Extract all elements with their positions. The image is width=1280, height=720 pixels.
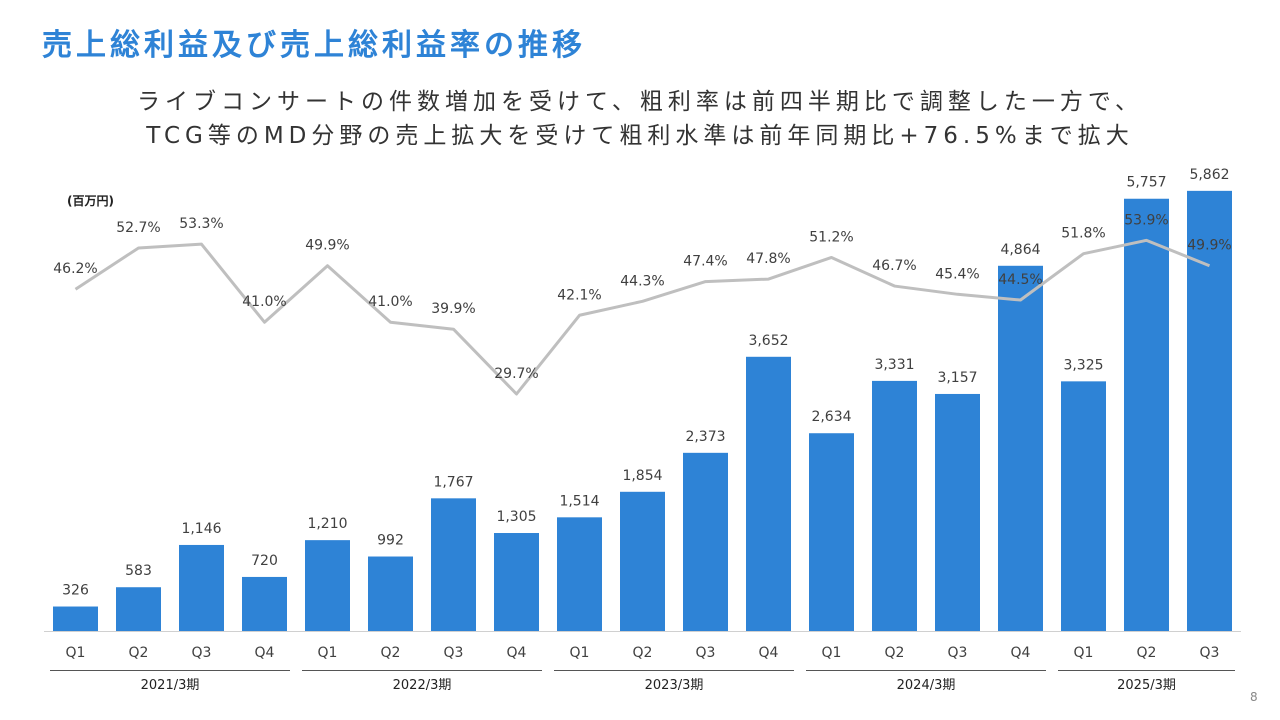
bar-value-label: 583 (125, 563, 152, 579)
margin-value-label: 46.7% (872, 258, 916, 274)
margin-line (74, 238, 1211, 396)
bar (431, 498, 476, 631)
bar (368, 556, 413, 631)
fiscal-year-label: 2021/3期 (141, 678, 200, 693)
page-title: 売上総利益及び売上総利益率の推移 (42, 28, 586, 63)
bar-value-label: 3,331 (874, 357, 914, 373)
category-tick-label: Q3 (1200, 645, 1220, 661)
margin-value-label: 47.8% (746, 251, 790, 267)
category-tick-label: Q1 (570, 645, 590, 661)
bar-value-label: 5,757 (1126, 175, 1166, 191)
category-tick-label: Q2 (129, 645, 149, 661)
fiscal-year-label: 2023/3期 (645, 678, 704, 693)
bar-value-label: 4,864 (1000, 242, 1040, 258)
category-tick-label: Q4 (507, 645, 527, 661)
margin-value-label: 44.3% (620, 273, 664, 289)
bar-value-label: 1,767 (433, 474, 473, 490)
bar-value-label: 3,652 (748, 333, 788, 349)
bar (305, 540, 350, 631)
bar-value-label: 2,373 (685, 429, 725, 445)
bar-value-label: 5,862 (1189, 167, 1229, 183)
bar (683, 452, 728, 631)
fiscal-year-label: 2024/3期 (897, 678, 956, 693)
category-tick-label: Q3 (192, 645, 212, 661)
unit-label: (百万円) (67, 194, 114, 208)
margin-value-label: 53.3% (179, 216, 223, 232)
subtitle-line-1: ライブコンサートの件数増加を受けて、粗利率は前四半期比で調整した一方で、 (137, 89, 1143, 115)
fiscal-year-label: 2022/3期 (393, 678, 452, 693)
bar (1061, 381, 1106, 631)
bar (1124, 198, 1169, 631)
margin-value-label: 39.9% (431, 301, 475, 317)
bar (1187, 190, 1232, 632)
margin-value-label: 49.9% (1187, 238, 1231, 254)
bar (179, 544, 224, 631)
bar-value-label: 720 (251, 553, 278, 569)
category-tick-label: Q1 (1074, 645, 1094, 661)
bar (116, 587, 161, 631)
category-tick-label: Q1 (822, 645, 842, 661)
category-tick-label: Q2 (1137, 645, 1157, 661)
bar-value-label: 1,305 (496, 509, 536, 525)
margin-value-label: 53.9% (1124, 212, 1168, 228)
bar-value-label: 2,634 (811, 409, 851, 425)
margin-value-label: 52.7% (116, 220, 160, 236)
category-tick-label: Q4 (255, 645, 275, 661)
margin-value-label: 46.2% (53, 261, 97, 277)
category-tick-label: Q2 (633, 645, 653, 661)
fiscal-year-label: 2025/3期 (1117, 678, 1176, 693)
bar-value-label: 3,157 (937, 370, 977, 386)
margin-value-label: 41.0% (242, 294, 286, 310)
bar-value-label: 1,854 (622, 468, 662, 484)
category-tick-label: Q3 (948, 645, 968, 661)
category-tick-label: Q2 (885, 645, 905, 661)
page-number: 8 (1250, 690, 1258, 704)
category-tick-label: Q4 (1011, 645, 1031, 661)
bar (620, 491, 665, 631)
bar (809, 433, 854, 631)
margin-value-label: 45.4% (935, 266, 979, 282)
bar (935, 393, 980, 631)
bar (557, 517, 602, 631)
category-tick-label: Q1 (318, 645, 338, 661)
margin-value-label: 42.1% (557, 287, 601, 303)
category-tick-label: Q3 (444, 645, 464, 661)
bar-value-label: 326 (62, 583, 89, 599)
margin-value-label: 51.8% (1061, 226, 1105, 242)
bar-value-label: 3,325 (1063, 357, 1103, 373)
category-tick-label: Q1 (66, 645, 86, 661)
bar (746, 356, 791, 631)
margin-value-label: 47.4% (683, 254, 727, 270)
category-tick-label: Q4 (759, 645, 779, 661)
bar-value-label: 992 (377, 533, 404, 549)
bar-value-label: 1,514 (559, 493, 599, 509)
category-tick-label: Q2 (381, 645, 401, 661)
margin-value-label: 44.5% (998, 272, 1042, 288)
bar-value-label: 1,210 (307, 516, 347, 532)
margin-value-label: 51.2% (809, 229, 853, 245)
bar (53, 606, 98, 631)
bar-value-label: 1,146 (181, 521, 221, 537)
bar (494, 533, 539, 631)
margin-value-label: 29.7% (494, 366, 538, 382)
margin-value-label: 49.9% (305, 238, 349, 254)
margin-value-label: 41.0% (368, 294, 412, 310)
category-tick-label: Q3 (696, 645, 716, 661)
bar (872, 380, 917, 631)
bar (242, 576, 287, 631)
subtitle-line-2: TCG等のMD分野の売上拡大を受けて粗利水準は前年同期比+76.5%まで拡大 (146, 123, 1134, 149)
bar (998, 265, 1043, 631)
